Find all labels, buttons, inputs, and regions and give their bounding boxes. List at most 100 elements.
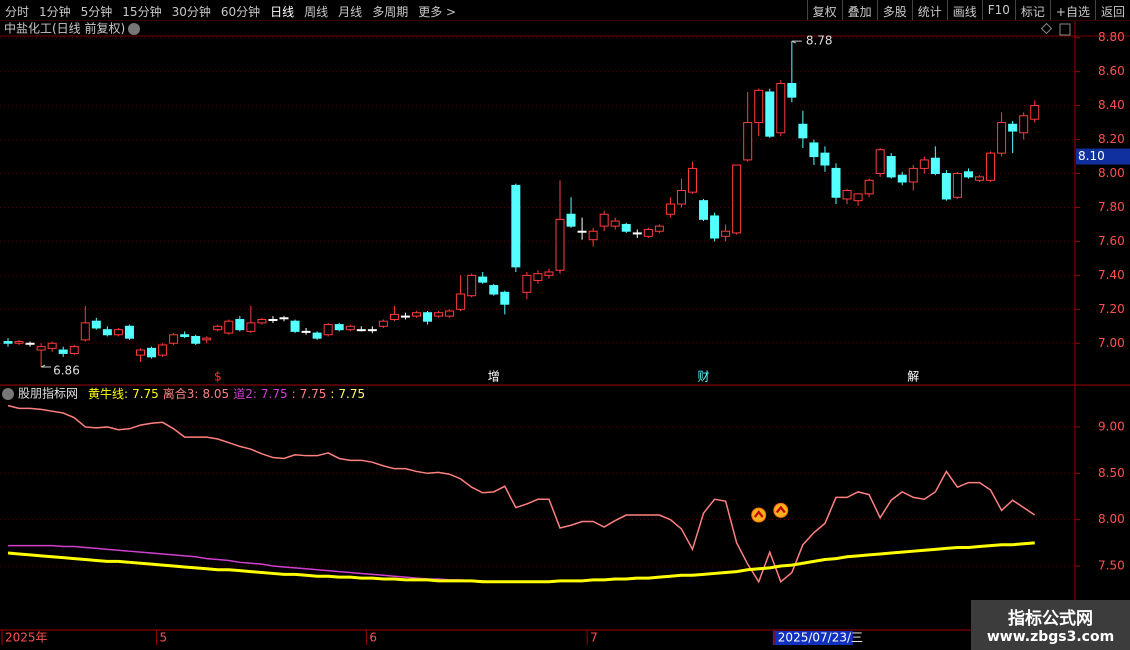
candle-body [610, 220, 620, 227]
candle-body [511, 184, 521, 268]
candle-body [3, 341, 13, 344]
legend-separator: : [330, 387, 334, 401]
candle-body [69, 346, 79, 354]
candle-body [665, 203, 675, 215]
tool-buttons: 复权 叠加 多股 统计 画线 F10 标记 +自选 返回 [806, 0, 1130, 20]
legend-separator: : [292, 387, 296, 401]
y-tick-label: 7.50 [1098, 559, 1125, 573]
watermark: 指标公式网 www.zbgs3.com [971, 600, 1130, 650]
candle-body [776, 83, 786, 134]
diamond-icon[interactable] [1040, 22, 1053, 35]
candle-body [445, 310, 455, 317]
candle-body [986, 152, 996, 181]
event-label: $ [214, 370, 222, 384]
candle-body [434, 312, 444, 317]
candle-body [235, 318, 245, 331]
toolbar-button[interactable]: 60分钟 [220, 5, 261, 19]
signal-arrow [775, 505, 786, 514]
candle-body [754, 89, 764, 124]
candle-body [975, 176, 985, 181]
toolbar-button[interactable]: 5分钟 [80, 5, 113, 19]
toolbar-button[interactable]: +自选 [1049, 0, 1095, 20]
candle-body [787, 83, 797, 98]
candle-body [80, 322, 90, 341]
y-tick-label: 7.40 [1098, 268, 1125, 282]
candle-body [908, 167, 918, 183]
candle-body [941, 173, 951, 200]
toolbar-button[interactable]: 叠加 [841, 0, 877, 20]
toolbar-button[interactable]: 周线 [304, 5, 329, 19]
toolbar-button[interactable]: 月线 [338, 5, 363, 19]
window-icon[interactable] [1059, 23, 1071, 36]
candle-body [202, 337, 212, 341]
y-tick-label: 7.00 [1098, 336, 1125, 350]
legend-value: 8.05 [202, 387, 229, 401]
candle-body [555, 218, 565, 271]
candle-body [290, 320, 300, 332]
candle-body [257, 318, 267, 324]
toolbar-button[interactable]: 30分钟 [171, 5, 211, 19]
cursor-date-box [772, 631, 853, 645]
toolbar-button[interactable]: 标记 [1014, 0, 1050, 20]
toolbar-button[interactable]: 更多 > [418, 5, 457, 19]
candle-body [588, 230, 598, 241]
legend-separator: : [124, 387, 128, 401]
legend-value: 7.75 [300, 387, 327, 401]
candle-body [411, 312, 421, 317]
candle-body [500, 291, 510, 305]
legend-name: 道2 [233, 387, 253, 401]
candle-body [345, 325, 355, 331]
candle-body [400, 315, 410, 318]
candle-body [158, 344, 168, 356]
candle-body [963, 171, 973, 178]
candle-body [91, 320, 101, 329]
candle-body [643, 229, 653, 237]
watermark-title: 指标公式网 [1008, 609, 1093, 629]
toolbar-button[interactable]: 1分钟 [39, 5, 71, 19]
candle-body [809, 142, 819, 158]
toolbar-button[interactable]: 画线 [946, 0, 982, 20]
candle-body [25, 342, 35, 345]
max-label: 8.78 [806, 34, 833, 48]
signal-marker [773, 502, 789, 518]
candle-body [14, 341, 24, 344]
signal-arrow [753, 510, 764, 518]
x-tick-label: 2025/07/23/三 [778, 631, 863, 645]
candle-body [710, 215, 720, 239]
candle-body [897, 174, 907, 183]
dropdown-icon[interactable] [128, 23, 140, 35]
toolbar-button[interactable]: 复权 [806, 0, 842, 20]
candle-body [213, 325, 223, 331]
toolbar-button[interactable]: 15分钟 [122, 5, 162, 19]
candle-body [820, 152, 830, 166]
candle-body [334, 324, 344, 331]
candle-body [875, 149, 885, 175]
candle-body [102, 329, 112, 336]
toolbar-button[interactable]: 日线 [270, 5, 295, 19]
event-label: 解 [907, 370, 919, 384]
candle-body [135, 349, 145, 356]
x-tick-label: 7 [590, 631, 598, 645]
y-tick-label: 7.20 [1098, 302, 1125, 316]
candle-body [191, 335, 201, 344]
candle-body [312, 332, 322, 339]
candle-body [301, 330, 311, 333]
candle-body [621, 223, 631, 232]
candle-body [113, 329, 123, 336]
toolbar-button[interactable]: 分时 [5, 5, 30, 19]
toolbar-button[interactable]: 多股 [876, 0, 912, 20]
x-tick-label: 6 [369, 631, 377, 645]
candle-body [632, 232, 642, 235]
candle-body [268, 318, 278, 321]
candle-body [169, 334, 179, 344]
dropdown-icon[interactable] [2, 388, 14, 400]
toolbar-button[interactable]: 返回 [1094, 0, 1130, 20]
toolbar-button[interactable]: 统计 [911, 0, 947, 20]
toolbar-button[interactable]: F10 [981, 0, 1015, 20]
legend-name: 黄牛线 [88, 386, 124, 401]
toolbar-button[interactable]: 多周期 [372, 5, 409, 19]
indicator-line [7, 541, 1035, 584]
x-tick-label: 5 [160, 631, 168, 645]
event-label: 增 [488, 370, 500, 384]
legend-separator: : [253, 387, 257, 401]
